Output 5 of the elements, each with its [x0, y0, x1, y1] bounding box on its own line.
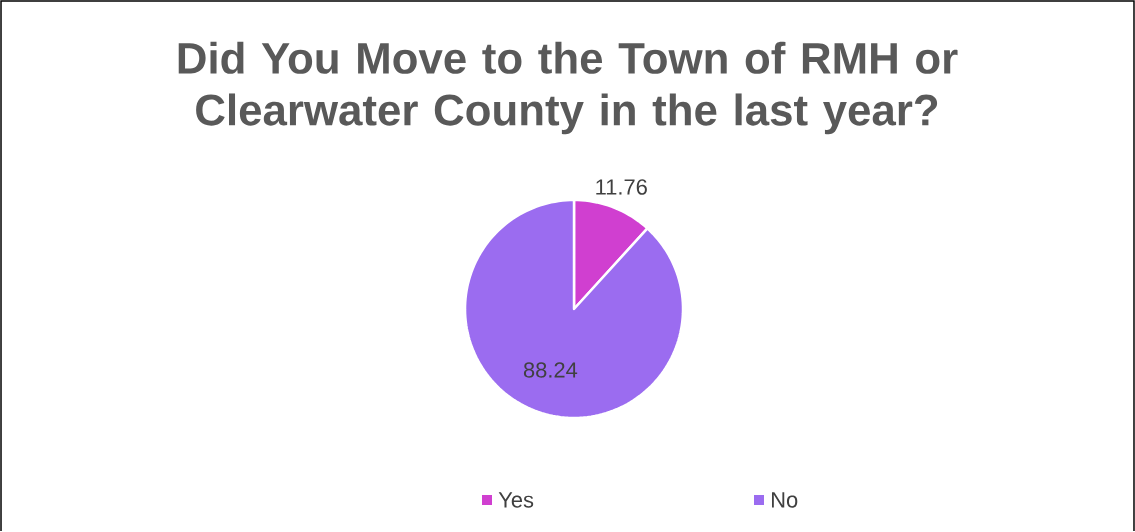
data-label: 88.24: [523, 362, 578, 378]
data-label: 11.76: [596, 179, 647, 195]
chart-title: Did You Move to the Town of RMH or Clearwater County in the last year?: [178, 41, 958, 135]
legend-label: Yes: [498, 492, 534, 508]
legend-label: No: [772, 492, 798, 508]
